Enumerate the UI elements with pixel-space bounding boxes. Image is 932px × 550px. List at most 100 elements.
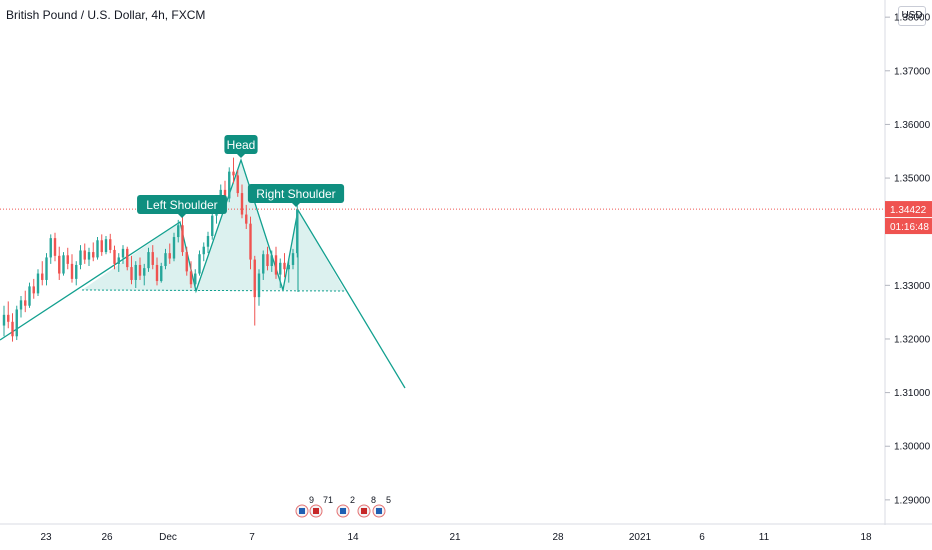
event-flag-stripes-icon <box>340 508 346 514</box>
pattern-label-pointer <box>292 203 300 207</box>
candle-body <box>266 254 269 267</box>
candle-body <box>296 209 299 254</box>
candle-body <box>121 248 125 258</box>
y-tick-label: 1.33000 <box>894 281 931 292</box>
y-tick-label: 1.38000 <box>894 13 931 24</box>
pattern-outline <box>0 157 406 389</box>
candle-body <box>87 252 91 260</box>
candle-body <box>75 264 78 279</box>
event-count: 71 <box>323 495 333 505</box>
pattern-label-box <box>247 184 345 203</box>
candle-body <box>206 235 210 247</box>
y-tick-label: 1.31000 <box>894 388 931 399</box>
candle-body <box>62 255 65 274</box>
x-tick-label: 28 <box>552 532 564 543</box>
candle-body <box>45 257 48 280</box>
pattern-label-text: Head <box>227 138 256 152</box>
event-flag-stripes-icon <box>361 508 367 514</box>
candle-body <box>96 240 99 258</box>
candle-body <box>134 264 137 280</box>
candle-body <box>253 259 256 298</box>
x-tick-label: 11 <box>759 532 770 543</box>
candle-body <box>19 300 23 310</box>
pattern-label-text: Left Shoulder <box>146 198 217 212</box>
pattern-label-box <box>137 195 227 214</box>
candle-body <box>232 171 235 176</box>
last-price-value: 1.34422 <box>890 205 927 216</box>
candle-body <box>83 250 86 260</box>
candle-body <box>138 264 142 276</box>
right-shoulder-area <box>283 210 345 291</box>
candle-body <box>36 273 40 294</box>
candle-body <box>2 314 6 326</box>
event-count: 8 <box>371 495 376 505</box>
candle-body <box>155 264 159 282</box>
candle-body <box>92 252 95 258</box>
time-axis: 23 26 Dec 7 14 21 28 2021 6 11 18 <box>40 532 872 543</box>
candle-body <box>49 238 52 258</box>
event-flag-stripes-icon <box>313 508 319 514</box>
candle-body <box>245 214 248 224</box>
candle-body <box>113 249 116 264</box>
countdown-value: 01:16:48 <box>890 222 929 233</box>
candle-body <box>32 286 35 294</box>
candle-body <box>279 262 282 275</box>
candle-body <box>181 225 184 253</box>
price-axis: 1.38000 1.37000 1.36000 1.35000 1.33000 1.320… <box>885 13 931 506</box>
candle-body <box>160 266 163 282</box>
candle-body <box>126 248 129 268</box>
pattern-label-text: Right Shoulder <box>256 187 335 201</box>
candle-body <box>15 309 18 337</box>
y-tick-label: 1.35000 <box>894 174 931 185</box>
currency-selector[interactable]: USD <box>898 6 926 26</box>
candle-body <box>177 225 180 238</box>
head-area <box>196 160 283 291</box>
candle-body <box>202 246 205 255</box>
x-tick-label: 14 <box>347 532 359 543</box>
candle-body <box>270 255 273 267</box>
candle-body <box>70 263 74 279</box>
candle-body <box>147 252 150 269</box>
pattern-label-pointer <box>237 154 245 158</box>
candle-body <box>240 193 244 215</box>
candle-body <box>287 264 290 270</box>
candle-body <box>53 238 57 256</box>
y-tick-label: 1.37000 <box>894 66 931 77</box>
countdown-tag <box>885 218 932 235</box>
candle-body <box>100 240 103 253</box>
pattern-label-pointer <box>178 214 186 218</box>
x-tick-label: 23 <box>40 532 52 543</box>
candle-body <box>130 267 133 280</box>
event-count: 2 <box>350 495 355 505</box>
candle-body <box>223 189 227 199</box>
candle-body <box>283 262 286 270</box>
candle-body <box>28 286 31 306</box>
y-tick-label: 1.32000 <box>894 334 931 345</box>
candle-body <box>24 300 27 306</box>
x-tick-label: 18 <box>860 532 872 543</box>
candle-body <box>262 254 265 274</box>
candle-body <box>151 252 154 265</box>
x-tick-label: 21 <box>449 532 461 543</box>
y-tick-label: 1.36000 <box>894 120 931 131</box>
chart-title: British Pound / U.S. Dollar, 4h, FXCM <box>6 8 206 22</box>
economic-events[interactable]: 9 71 2 8 5 <box>295 495 391 518</box>
candle-body <box>66 255 69 264</box>
candle-body <box>7 314 10 322</box>
candle-body <box>172 237 176 259</box>
candle-body <box>189 271 193 285</box>
candle-body <box>228 171 231 199</box>
candle-body <box>58 255 61 274</box>
candle-body <box>236 175 239 194</box>
x-tick-label: 7 <box>249 532 255 543</box>
candle-body <box>104 239 108 253</box>
x-tick-label: 6 <box>699 532 705 543</box>
candle-body <box>11 321 14 337</box>
head-and-shoulders-pattern[interactable] <box>0 157 406 389</box>
candle-body <box>211 215 214 236</box>
left-shoulder-area <box>82 222 196 291</box>
x-tick-label: Dec <box>159 532 177 543</box>
last-price-tag <box>885 201 932 218</box>
candle-body <box>109 239 112 250</box>
